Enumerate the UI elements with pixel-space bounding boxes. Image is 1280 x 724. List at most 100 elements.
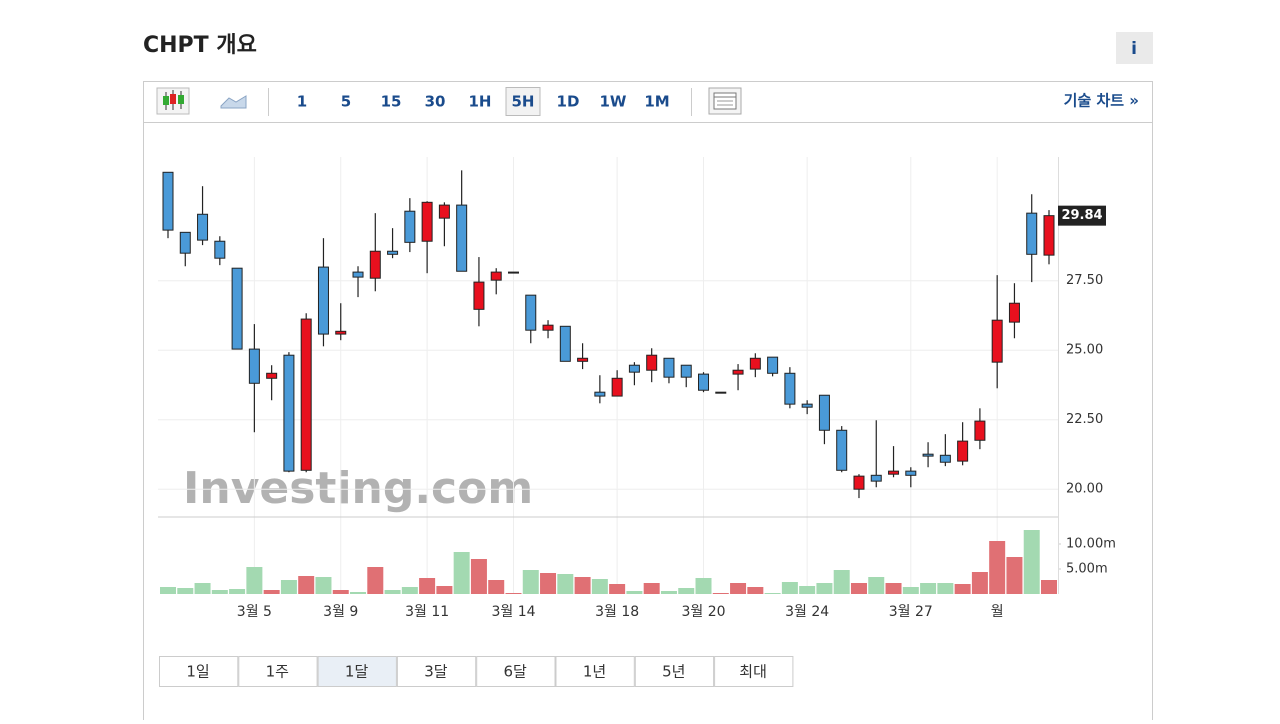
range-button-box[interactable]	[634, 656, 715, 687]
last-price-label: 29.84	[1061, 208, 1102, 223]
candle-body	[162, 171, 174, 231]
candle-body	[974, 420, 986, 441]
range-button[interactable]: 5년	[662, 663, 685, 681]
page-title: CHPT 개요	[143, 33, 257, 58]
candle-body	[957, 440, 969, 462]
volume-bar	[522, 570, 539, 594]
volume-bar	[211, 590, 228, 594]
range-button[interactable]: 1주	[266, 663, 289, 681]
volume-bar	[799, 586, 816, 594]
interval-button[interactable]: 5H	[512, 93, 535, 111]
candle-body	[1026, 212, 1038, 255]
range-button-box[interactable]	[714, 656, 794, 687]
volume-bar	[263, 590, 280, 594]
x-tick-label: 월	[991, 604, 1004, 620]
y-tick-label: 22.50	[1066, 412, 1103, 427]
range-button-box[interactable]	[476, 656, 556, 687]
interval-button[interactable]: 1D	[557, 93, 580, 111]
candle-body	[905, 470, 917, 476]
candle-body	[317, 266, 329, 335]
candle-body	[542, 324, 554, 331]
technical-chart-link[interactable]: 기술 차트 »	[1064, 92, 1139, 110]
candle-body	[628, 364, 640, 373]
volume-bar	[436, 586, 453, 594]
candle-body	[818, 394, 830, 431]
range-button[interactable]: 6달	[504, 663, 528, 681]
candle-body	[611, 377, 623, 397]
volume-bar	[781, 582, 798, 594]
range-button-box[interactable]	[317, 656, 397, 687]
volume-bar	[609, 584, 626, 594]
interval-button[interactable]: 30	[425, 93, 446, 111]
candle-body	[853, 475, 865, 490]
x-tick-label: 3월 9	[323, 604, 358, 620]
y-tick-label: 27.50	[1066, 273, 1103, 288]
volume-bar	[488, 580, 505, 594]
candle-body	[248, 348, 260, 384]
volume-tick-label: 5.00m	[1066, 562, 1108, 577]
volume-bar	[1041, 580, 1057, 594]
volume-bar	[194, 583, 211, 594]
interval-button[interactable]: 1M	[644, 93, 669, 111]
candle-body	[577, 357, 589, 362]
volume-bar	[695, 578, 712, 594]
candle-body	[352, 271, 364, 278]
candle-body	[387, 250, 399, 255]
range-button[interactable]: 1달	[345, 663, 369, 681]
range-button-box[interactable]	[555, 656, 635, 687]
candle-icon[interactable]	[156, 87, 190, 115]
interval-button[interactable]: 5	[341, 93, 351, 111]
candle-body	[784, 372, 796, 405]
range-button[interactable]: 최대	[739, 663, 767, 681]
table-icon[interactable]	[708, 87, 742, 115]
range-button[interactable]: 1일	[186, 663, 209, 681]
volume-bar	[401, 587, 418, 594]
candle-body	[888, 470, 900, 475]
volume-bar	[332, 590, 349, 594]
candle-body	[594, 391, 606, 397]
info-icon[interactable]: i	[1131, 39, 1137, 59]
candle-body	[369, 250, 381, 279]
volume-bar	[678, 588, 695, 594]
candle-body	[197, 213, 209, 241]
y-tick-label: 25.00	[1066, 343, 1103, 358]
volume-bar	[298, 576, 315, 594]
volume-bar	[367, 567, 384, 594]
candle-body	[404, 210, 416, 243]
range-button-box[interactable]	[159, 656, 239, 687]
x-tick-label: 3월 20	[681, 604, 725, 620]
interval-button[interactable]: 1H	[469, 93, 492, 111]
interval-button[interactable]: 1	[297, 93, 307, 111]
candle-body	[663, 357, 675, 378]
candle-body	[456, 204, 468, 272]
volume-bar	[920, 583, 937, 594]
candle-body	[559, 325, 571, 362]
candle-body	[421, 201, 433, 242]
line-icon[interactable]	[220, 95, 247, 109]
candle-body	[266, 372, 278, 379]
volume-bar	[160, 587, 176, 594]
candle-body	[179, 231, 191, 254]
candle-body	[1008, 302, 1020, 323]
volume-bar	[315, 577, 332, 594]
volume-bar	[850, 583, 867, 594]
volume-bar	[557, 574, 574, 594]
candle-body	[231, 267, 243, 350]
volume-bar	[470, 559, 487, 594]
volume-bar	[989, 541, 1006, 594]
volume-bar	[574, 577, 591, 594]
info-button[interactable]	[1116, 32, 1153, 64]
candle-body	[870, 474, 882, 482]
range-button-box[interactable]	[238, 656, 318, 687]
volume-bar	[177, 588, 194, 594]
volume-bar	[833, 570, 850, 594]
volume-bar	[246, 567, 263, 594]
volume-bar	[591, 579, 608, 594]
range-button-box[interactable]	[396, 656, 477, 687]
volume-bar	[453, 552, 470, 594]
range-button[interactable]: 1년	[583, 663, 606, 681]
interval-button[interactable]: 15	[381, 93, 402, 111]
interval-button[interactable]: 1W	[600, 93, 627, 111]
volume-bar	[730, 583, 747, 594]
range-button[interactable]: 3달	[424, 663, 448, 681]
